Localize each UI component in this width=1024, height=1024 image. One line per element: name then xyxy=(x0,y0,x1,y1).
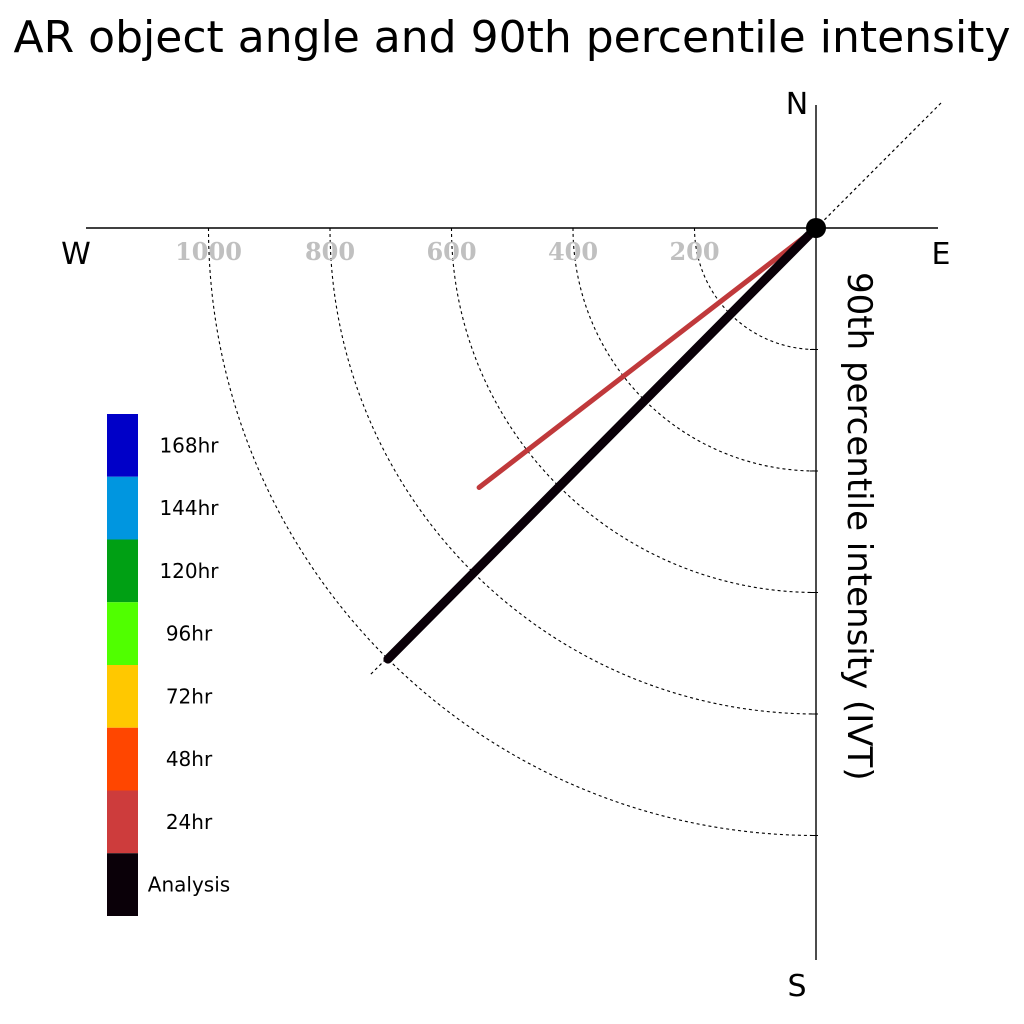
legend-label: 96hr xyxy=(166,622,213,646)
north-label: N xyxy=(786,87,808,122)
series-line-24hr xyxy=(476,225,819,490)
intensity-ring-600 xyxy=(450,227,817,594)
legend: 168hr 144hr 120hr 96hr 72hr 48hr 24hr Analysis xyxy=(107,414,230,916)
legend-swatch xyxy=(107,539,138,603)
legend-label: 24hr xyxy=(166,810,213,834)
legend-label: Analysis xyxy=(148,873,230,897)
south-label: S xyxy=(787,969,806,1004)
west-label: W xyxy=(61,237,91,272)
legend-swatch xyxy=(107,665,138,728)
intensity-ring-200 xyxy=(693,227,817,351)
radial-tick-label: 600 xyxy=(426,237,476,266)
y-axis-label: 90th percentile intensity (IVT) xyxy=(839,272,879,781)
legend-label: 120hr xyxy=(159,559,219,583)
legend-label: 48hr xyxy=(166,747,213,771)
legend-label: 168hr xyxy=(159,433,219,457)
origin-marker xyxy=(806,218,826,238)
radial-tick-label: 1000 xyxy=(175,237,242,266)
intensity-rings xyxy=(207,227,817,837)
radial-ticks: 200 400 600 800 1000 xyxy=(175,237,818,836)
legend-label: 72hr xyxy=(166,684,213,708)
east-label: E xyxy=(932,237,951,272)
data-series xyxy=(383,223,821,664)
chart-title: AR object angle and 90th percentile inte… xyxy=(13,12,1011,63)
series-line-analysis xyxy=(383,223,821,664)
radial-tick-label: 800 xyxy=(305,237,355,266)
intensity-ring-800 xyxy=(329,227,817,715)
intensity-ring-400 xyxy=(572,227,817,472)
radial-tick-label: 200 xyxy=(669,237,719,266)
legend-swatch xyxy=(107,414,138,477)
legend-swatch xyxy=(107,853,138,916)
legend-swatch xyxy=(107,476,138,540)
legend-swatch xyxy=(107,790,138,854)
intensity-ring-1000 xyxy=(207,227,817,837)
radial-tick-label: 400 xyxy=(548,237,598,266)
legend-swatch xyxy=(107,727,138,791)
legend-label: 144hr xyxy=(159,496,219,520)
legend-swatch xyxy=(107,602,138,665)
